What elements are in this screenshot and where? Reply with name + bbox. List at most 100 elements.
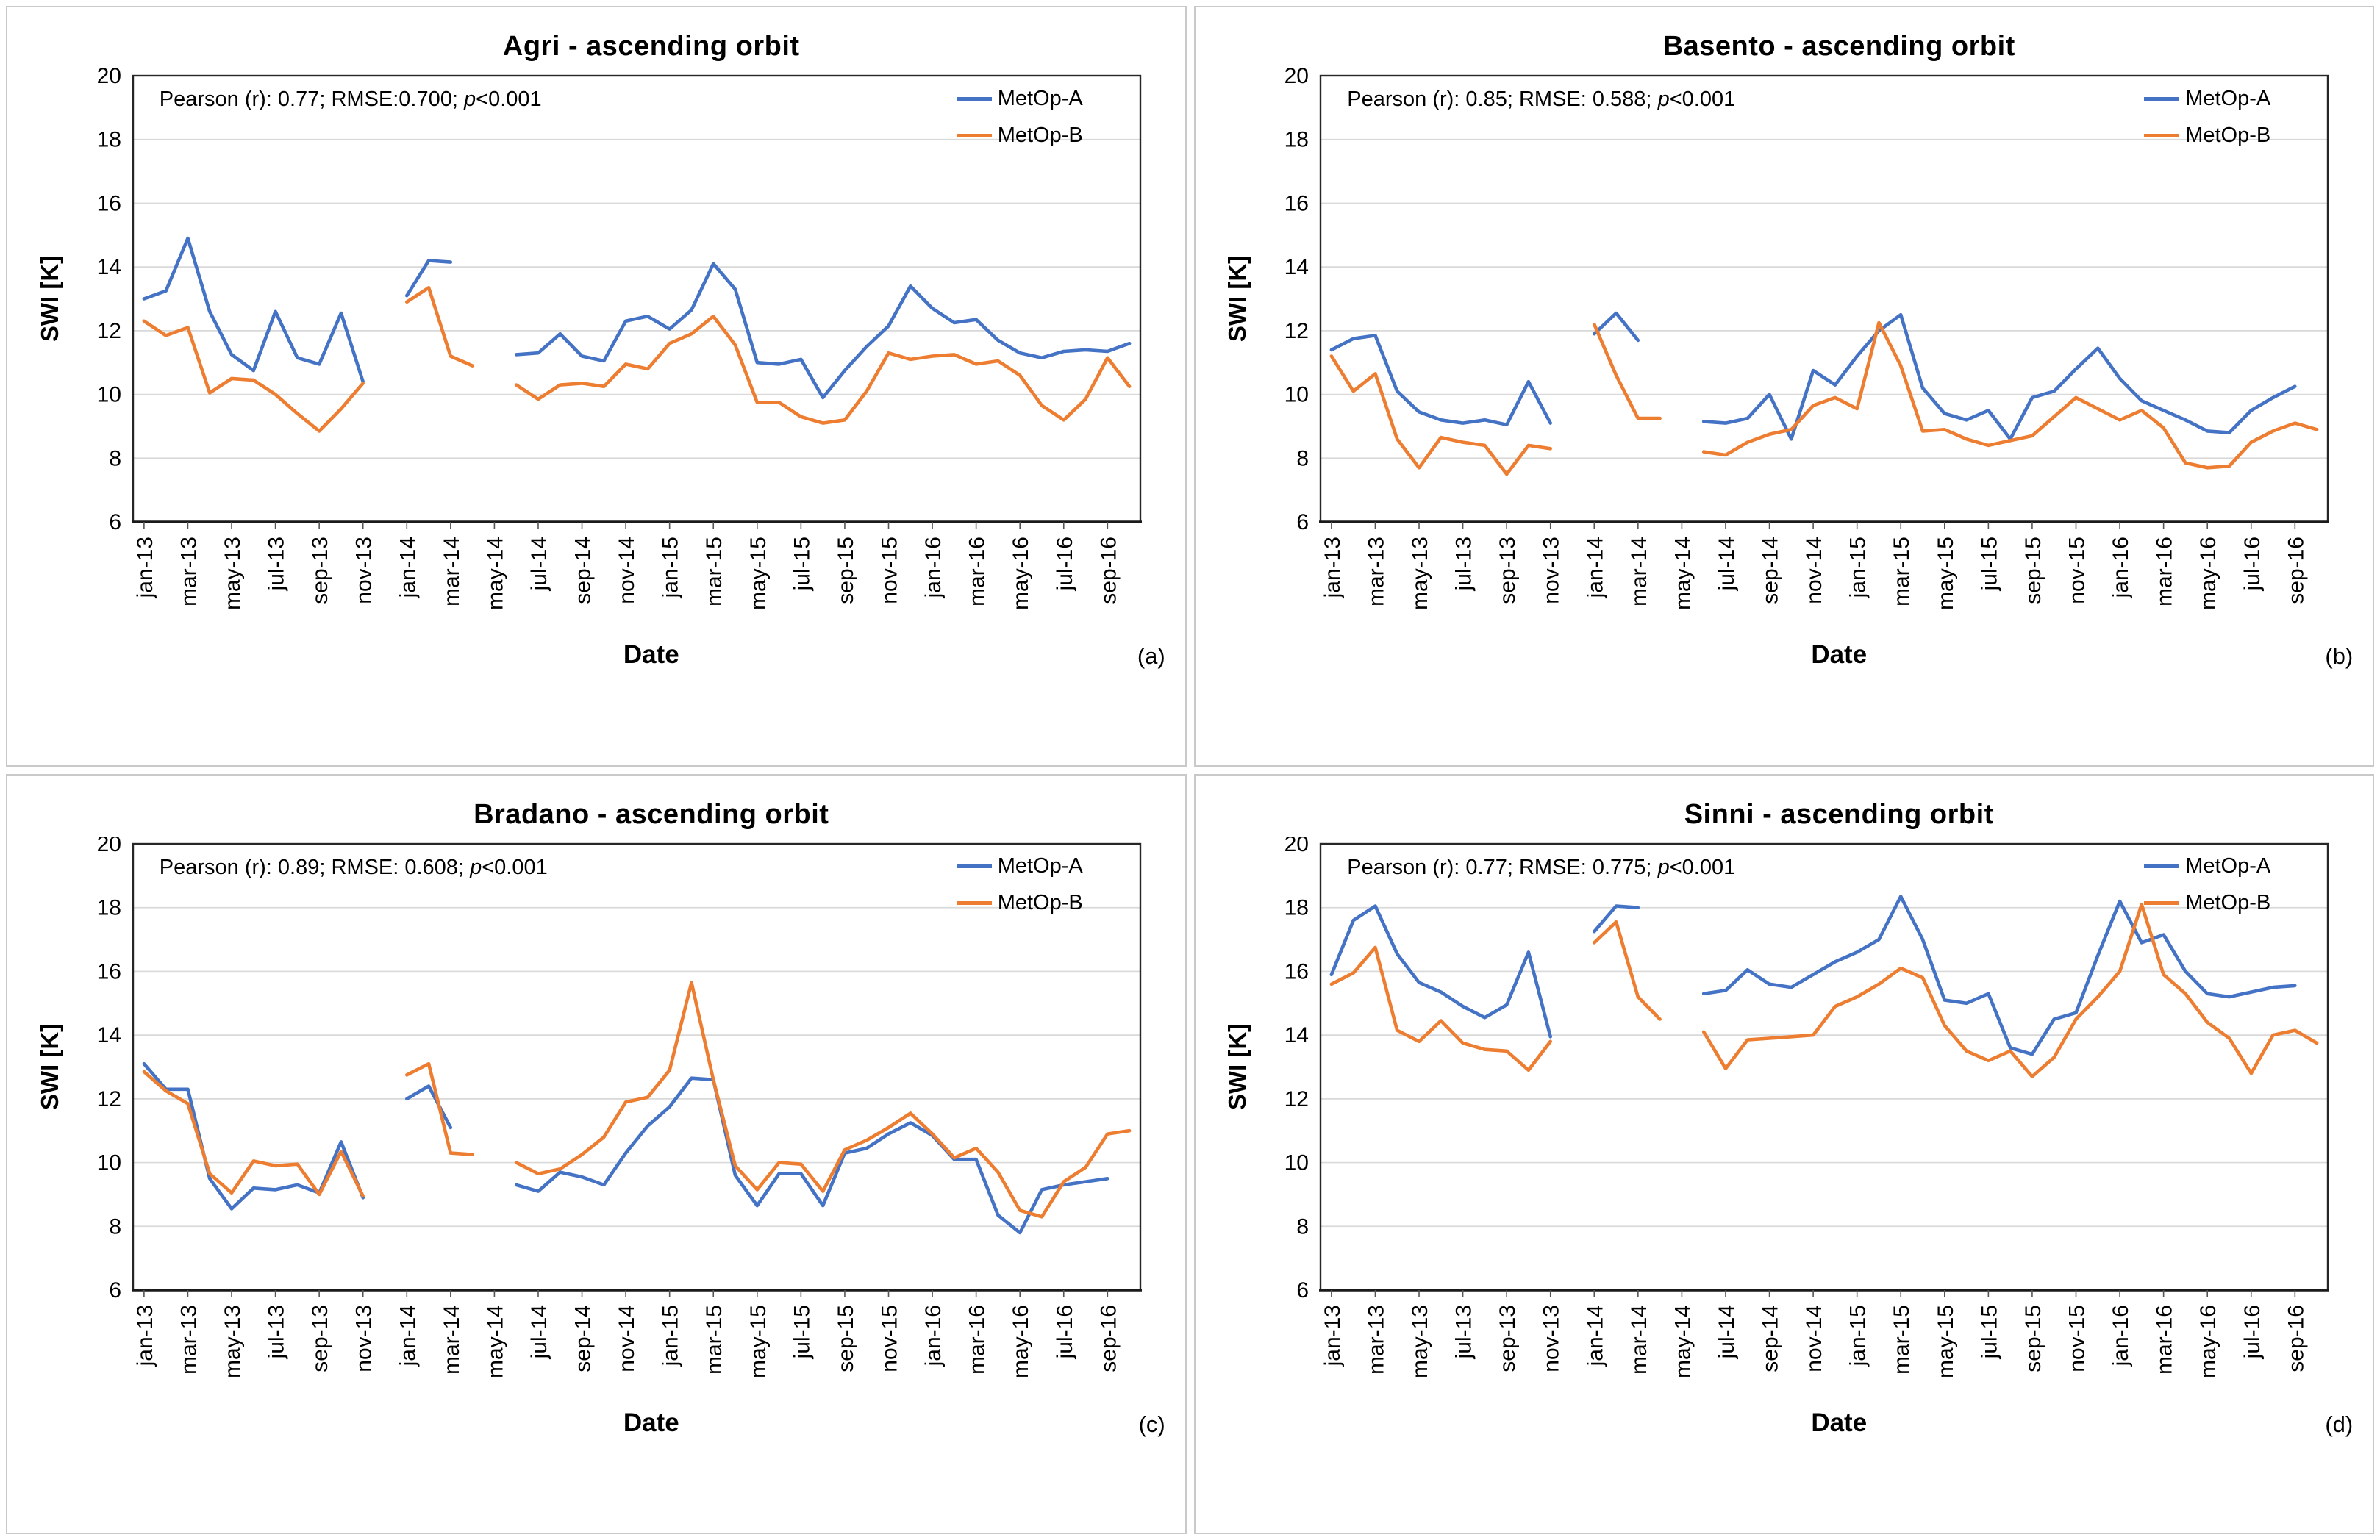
x-tick-label: sep-13 <box>308 1305 332 1372</box>
x-tick-label: nov-15 <box>877 1305 901 1372</box>
x-tick-label: may-14 <box>483 537 507 610</box>
x-tick-label: nov-14 <box>615 537 639 604</box>
x-tick-label: jan-15 <box>658 537 682 598</box>
legend-item-metop-a: MetOp-A <box>956 80 1083 117</box>
x-tick-label: mar-16 <box>965 537 989 606</box>
x-tick-label: jul-16 <box>2240 537 2265 591</box>
x-tick-label: nov-13 <box>1540 537 1564 604</box>
x-tick-label: mar-13 <box>1365 1305 1389 1375</box>
x-tick-label: jan-13 <box>1321 1305 1345 1367</box>
x-tick-label: jan-14 <box>396 537 420 598</box>
metop-b-swatch <box>2144 133 2180 137</box>
x-tick-label: jul-15 <box>790 537 814 591</box>
x-tick-label: jul-16 <box>2240 1305 2265 1359</box>
x-tick-label: jul-13 <box>264 1305 288 1359</box>
metop-a-line <box>142 236 1132 400</box>
legend-label: MetOp-B <box>997 891 1083 914</box>
x-tick-label: sep-16 <box>2284 1305 2309 1372</box>
metop-b-line <box>142 286 1132 433</box>
x-tick-label: jan-14 <box>1584 537 1608 598</box>
x-tick-label: may-13 <box>1408 537 1432 610</box>
legend: MetOp-A MetOp-B <box>2144 80 2270 154</box>
panel-title: Bradano - ascending orbit <box>474 798 829 830</box>
x-tick-label: may-14 <box>1671 1305 1695 1378</box>
legend-label: MetOp-A <box>2185 86 2271 110</box>
x-tick-label: sep-15 <box>2021 1305 2045 1372</box>
legend-item-metop-b: MetOp-B <box>2144 885 2270 922</box>
metop-a-line <box>1329 311 2297 441</box>
panel-letter: (d) <box>2325 1411 2354 1437</box>
y-axis-title: SWI [K] <box>36 1023 63 1109</box>
x-tick-label: jul-13 <box>264 537 288 591</box>
y-axis-title: SWI [K] <box>1223 1023 1251 1109</box>
x-axis-title: Date <box>1811 640 1868 669</box>
y-tick-label: 8 <box>109 446 121 470</box>
line-chart: 20 18 16 14 12 10 8 6 jan-13 mar-13 may-13 jul-13 se… <box>36 837 1142 1378</box>
x-tick-label: mar-15 <box>1890 537 1914 606</box>
bottom-row: Date (a) <box>23 636 1170 678</box>
x-tick-label: jan-13 <box>1321 537 1345 598</box>
x-tick-label: sep-14 <box>571 1305 595 1372</box>
metop-b-swatch <box>956 901 992 905</box>
y-axis-title: SWI [K] <box>1223 256 1251 342</box>
x-tick-label: jan-14 <box>1584 1305 1608 1367</box>
x-tick-label: nov-13 <box>351 537 376 604</box>
x-tick-label: mar-13 <box>1365 537 1389 606</box>
x-tick-label: nov-13 <box>351 1305 376 1372</box>
x-tick-label: nov-15 <box>2065 1305 2090 1372</box>
y-tick-label: 20 <box>1284 837 1309 856</box>
legend-item-metop-b: MetOp-B <box>956 117 1083 154</box>
y-tick-label: 8 <box>109 1214 121 1239</box>
panel-agri: Agri - ascending orbit 20 18 16 14 12 10 8 6 jan… <box>6 6 1187 767</box>
metop-b-swatch <box>2144 901 2180 905</box>
y-tick-label: 16 <box>96 959 121 984</box>
panel-title: Agri - ascending orbit <box>502 31 800 62</box>
chart-area: 20 18 16 14 12 10 8 6 jan-13 mar-13 may-13 jul-13 se… <box>1210 68 2357 634</box>
y-tick-label: 20 <box>96 837 121 856</box>
x-axis-title: Date <box>623 1408 679 1437</box>
x-tick-label: may-14 <box>483 1305 507 1378</box>
x-tick-label: jan-13 <box>133 1305 157 1367</box>
x-tick-label: nov-13 <box>1540 1305 1564 1372</box>
stats-annotation: Pearson (r): 0.85; RMSE: 0.588; p<0.001 <box>1347 87 1736 111</box>
metop-a-swatch <box>956 96 992 101</box>
x-tick-label: jan-15 <box>1846 537 1870 598</box>
y-tick-label: 10 <box>1284 1150 1309 1175</box>
legend: MetOp-A MetOp-B <box>956 848 1083 922</box>
x-tick-label: jan-16 <box>2109 537 2133 598</box>
y-axis-title: SWI [K] <box>36 256 63 342</box>
legend-label: MetOp-A <box>997 854 1083 878</box>
x-tick-label: nov-15 <box>877 537 901 604</box>
y-tick-label: 14 <box>96 1023 121 1047</box>
bottom-row: Date (c) <box>23 1404 1170 1447</box>
x-tick-label: mar-13 <box>176 1305 201 1375</box>
x-tick-label: mar-15 <box>702 537 726 606</box>
y-tick-label: 16 <box>1284 959 1309 984</box>
x-tick-label: sep-14 <box>571 537 595 604</box>
chart-area: 20 18 16 14 12 10 8 6 jan-13 mar-13 may-13 jul-13 se… <box>23 68 1170 634</box>
panel-title: Sinni - ascending orbit <box>1684 798 1994 830</box>
panel-letter: (b) <box>2325 643 2354 669</box>
x-tick-label: mar-14 <box>440 537 464 606</box>
legend-item-metop-a: MetOp-A <box>2144 848 2270 885</box>
x-tick-label: jan-13 <box>133 537 157 598</box>
x-tick-label: sep-14 <box>1759 1305 1783 1372</box>
y-tick-label: 20 <box>96 68 121 88</box>
line-chart: 20 18 16 14 12 10 8 6 jan-13 mar-13 may-13 jul-13 se… <box>1223 837 2330 1378</box>
y-tick-label: 12 <box>96 1086 121 1111</box>
metop-a-line <box>1329 894 2297 1056</box>
x-tick-label: sep-16 <box>1096 537 1121 604</box>
y-tick-label: 12 <box>1284 319 1309 343</box>
chart-area: 20 18 16 14 12 10 8 6 jan-13 mar-13 may-13 jul-13 se… <box>23 837 1170 1403</box>
x-tick-label: may-14 <box>1671 537 1695 610</box>
legend-item-metop-a: MetOp-A <box>2144 80 2270 117</box>
x-tick-label: mar-13 <box>176 537 201 606</box>
x-tick-label: nov-15 <box>2065 537 2090 604</box>
x-tick-label: sep-16 <box>2284 537 2309 604</box>
x-tick-label: jan-15 <box>1846 1305 1870 1367</box>
metop-b-line <box>1329 320 2319 476</box>
x-tick-label: mar-14 <box>1627 1305 1651 1375</box>
metop-a-swatch <box>2144 96 2180 101</box>
metop-a-swatch <box>2144 864 2180 868</box>
x-tick-label: sep-13 <box>1495 537 1520 604</box>
